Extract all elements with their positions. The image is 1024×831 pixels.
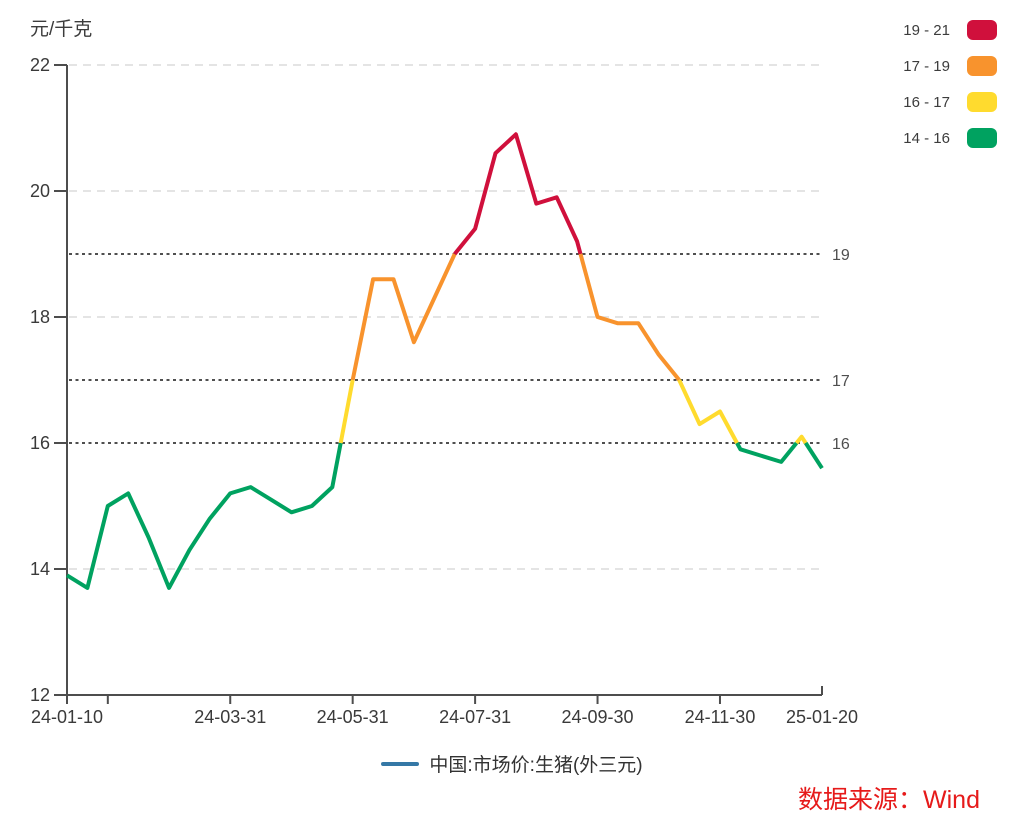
range-legend-swatch <box>967 56 997 76</box>
data-source-note: 数据来源：Wind <box>798 786 980 814</box>
range-legend-label: 17 - 19 <box>903 57 950 75</box>
range-legend-row: 19 - 21 <box>903 20 997 40</box>
x-axis-label: 24-09-30 <box>562 707 634 727</box>
range-legend-swatch <box>967 92 997 112</box>
y-axis-label: 22 <box>30 55 50 75</box>
price-line-segment <box>677 379 739 444</box>
x-axis-label: 24-03-31 <box>194 707 266 727</box>
range-legend-swatch <box>967 20 997 40</box>
y-axis-label: 18 <box>30 307 50 327</box>
range-legend-label: 19 - 21 <box>903 21 950 39</box>
price-line-segment <box>453 132 583 256</box>
price-line-segment <box>65 442 343 590</box>
y-axis-unit-label: 元/千克 <box>30 19 93 40</box>
reference-line-label: 19 <box>832 247 850 264</box>
x-axis-label: 24-01-10 <box>31 707 103 727</box>
x-axis-label: 24-05-31 <box>317 707 389 727</box>
y-axis-label: 14 <box>30 559 50 579</box>
reference-line-label: 16 <box>832 436 850 453</box>
range-legend-swatch <box>967 128 997 148</box>
range-legend-label: 16 - 17 <box>903 93 950 111</box>
price-line-segment <box>794 434 808 445</box>
x-axis-label: 24-11-30 <box>685 707 756 727</box>
x-axis-label: 24-07-31 <box>439 707 511 727</box>
range-legend: 19 - 21 17 - 19 16 - 17 14 - 16 <box>903 20 997 164</box>
price-line-segment <box>350 253 457 381</box>
y-axis-label: 16 <box>30 433 50 453</box>
price-line-segment <box>578 253 681 382</box>
series-legend-label: 中国:市场价:生猪(外三元) <box>429 755 643 776</box>
price-line-segment <box>338 379 355 444</box>
series-legend: 中国:市场价:生猪(外三元) <box>0 750 1024 777</box>
price-line-segment <box>735 441 799 464</box>
price-line-segment <box>804 441 824 470</box>
range-legend-label: 14 - 16 <box>903 129 950 147</box>
reference-line-label: 17 <box>832 373 850 390</box>
series-line-swatch <box>381 761 420 766</box>
range-legend-row: 14 - 16 <box>903 128 997 148</box>
y-axis-label: 12 <box>30 685 50 705</box>
y-axis-label: 20 <box>30 181 50 201</box>
x-axis-label: 25-01-20 <box>786 707 858 727</box>
range-legend-row: 17 - 19 <box>903 56 997 76</box>
range-legend-row: 16 - 17 <box>903 92 997 112</box>
